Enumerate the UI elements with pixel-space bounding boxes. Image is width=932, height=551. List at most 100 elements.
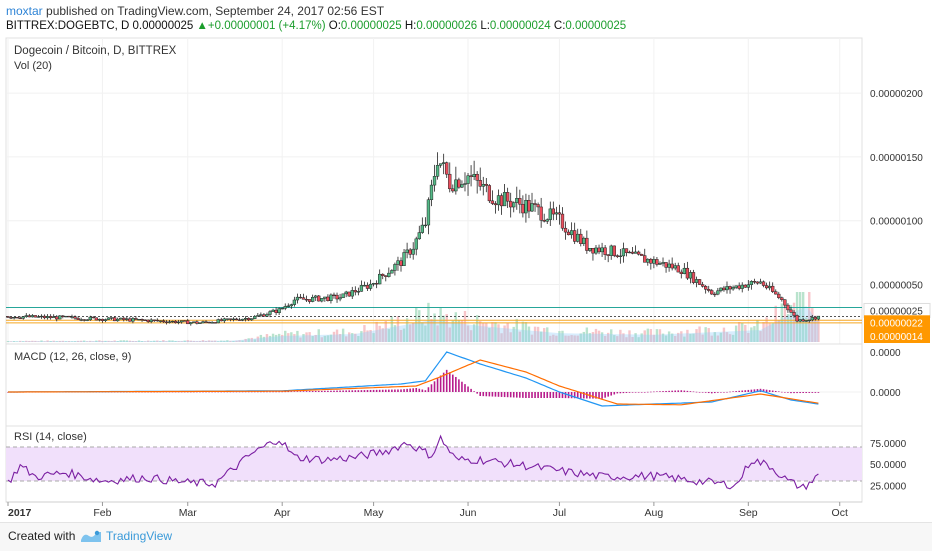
volume-bar (9, 341, 13, 342)
volume-bar (131, 340, 135, 342)
macd-hist-bar (418, 388, 421, 392)
candle-body (749, 281, 754, 285)
candle-body (195, 321, 199, 324)
candle-body (643, 255, 647, 263)
candle-body (170, 320, 175, 323)
volume-bar (171, 340, 174, 342)
candle-body (758, 281, 763, 284)
candle-body (612, 245, 616, 256)
volume-bar (759, 331, 762, 342)
volume-bar (613, 335, 616, 342)
macd-hist-bar (808, 392, 811, 393)
candle-body (442, 162, 446, 164)
macd-hist-bar (753, 389, 756, 392)
macd-hist-bar (805, 392, 808, 393)
macd-hist-bar (269, 391, 271, 393)
candle-body (646, 258, 650, 263)
candle-body (481, 183, 485, 187)
volume-bar (606, 332, 610, 342)
volume-bar (128, 340, 132, 342)
volume-bar (798, 292, 802, 342)
macd-hist-bar (281, 391, 283, 393)
candle-body (566, 231, 571, 236)
volume-bar (82, 340, 86, 342)
candle-body (33, 315, 38, 318)
chart-area[interactable]: 0.00000200 0.00000150 0.00000100 0.00000050… (0, 36, 932, 522)
volume-bar (637, 337, 640, 342)
candle-body (661, 262, 665, 264)
macd-hist-bar (287, 391, 290, 393)
macd-hist-bar (479, 392, 482, 396)
candle-body (752, 281, 757, 283)
ohlc-bar: BITTREX:DOGEBTC, D 0.00000025 ▲+0.000000… (6, 20, 626, 32)
macd-hist-bar (497, 392, 500, 397)
volume-bar (387, 329, 391, 342)
candle-body (189, 322, 193, 325)
volume-bar (232, 340, 235, 342)
macd-hist-bar (604, 392, 606, 398)
chart-title: Dogecoin / Bitcoin, D, BITTREX (14, 45, 177, 57)
volume-bar (488, 327, 491, 342)
macd-hist-bar (366, 390, 369, 392)
volume-bar (174, 340, 177, 342)
volume-bar (722, 327, 726, 342)
candle-body (579, 233, 583, 244)
volume-bar (76, 340, 80, 342)
macd-hist-bar (546, 392, 549, 398)
macd-hist-bar (622, 392, 625, 394)
volume-bar (110, 341, 113, 342)
candle-body (591, 248, 595, 254)
volume-bar (737, 322, 741, 342)
macd-hist-bar (253, 391, 256, 393)
volume-bar (396, 316, 400, 342)
candle-body (551, 208, 555, 215)
candle-body (186, 320, 190, 325)
volume-bar (579, 333, 582, 342)
macd-hist-bar (208, 391, 210, 393)
volume-bar (640, 333, 643, 342)
candle-body (341, 293, 345, 299)
macd-hist-bar (765, 389, 768, 392)
volume-bar (28, 340, 31, 342)
close-label: C: (553, 20, 566, 32)
author-link[interactable]: moxtar (6, 4, 43, 18)
volume-bar (189, 340, 192, 342)
macd-hist-bar (692, 391, 695, 393)
macd-hist-bar (473, 391, 475, 392)
rsi-tick-label: 25.0000 (870, 481, 907, 492)
macd-hist-bar (476, 392, 478, 394)
candle-body (374, 283, 379, 285)
volume-bar (280, 334, 284, 342)
candle-body (213, 322, 217, 324)
tradingview-brand[interactable]: TradingView (106, 529, 173, 543)
volume-bar (628, 330, 631, 342)
macd-hist-bar (284, 391, 287, 393)
volume-bar (390, 316, 394, 342)
volume-bar (576, 335, 579, 342)
x-tick-label: Jul (553, 507, 566, 519)
candle-body (469, 175, 473, 177)
macd-hist-bar (439, 375, 442, 392)
macd-hist-bar (345, 390, 347, 392)
candle-body (82, 319, 86, 321)
macd-hist-bar (674, 390, 677, 392)
volume-bar (73, 341, 77, 342)
candle-body (301, 297, 306, 300)
volume-bar (451, 320, 455, 342)
volume-bar (98, 340, 101, 342)
volume-bar (689, 333, 692, 342)
macd-hist-bar (509, 392, 512, 398)
candle-body (798, 319, 802, 322)
candle-body (292, 299, 297, 305)
candle-body (91, 316, 95, 319)
volume-bar (543, 328, 546, 342)
candle-body (58, 315, 62, 320)
macd-hist-bar (448, 372, 451, 392)
volume-bar (64, 341, 68, 342)
candle-body (27, 315, 31, 318)
high-label: H: (404, 20, 417, 32)
candle-body (755, 281, 760, 284)
volume-bar (546, 327, 549, 342)
volume-bar (485, 323, 488, 342)
candle-body (24, 315, 28, 318)
